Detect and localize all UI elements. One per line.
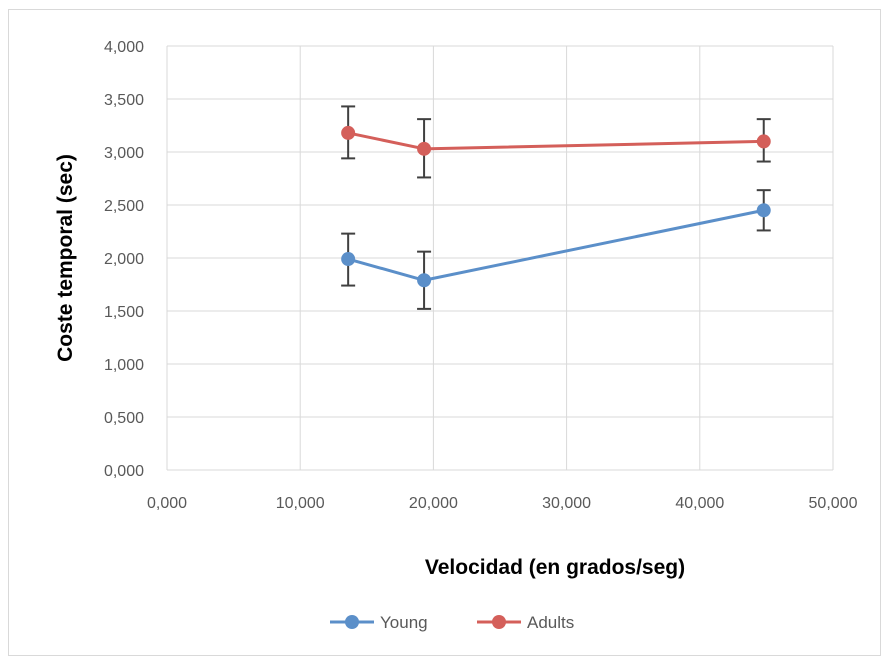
- error-bars: [341, 105, 771, 310]
- data-point-adults: [756, 134, 771, 149]
- series-line-adults: [347, 131, 764, 151]
- legend-label-adults: Adults: [527, 613, 574, 632]
- x-tick-label: 50,000: [809, 495, 858, 512]
- legend-item-young: Young: [330, 613, 428, 632]
- legend-marker-adults: [492, 615, 506, 629]
- y-tick-label: 2,500: [104, 198, 144, 215]
- series-points: [341, 125, 771, 288]
- data-point-young: [341, 252, 356, 267]
- legend-marker-young: [345, 615, 359, 629]
- series-line-young: [347, 208, 765, 282]
- data-point-adults: [341, 125, 356, 140]
- y-tick-label: 0,000: [104, 463, 144, 480]
- y-tick-label: 3,000: [104, 145, 144, 162]
- x-tick-label: 10,000: [276, 495, 325, 512]
- legend: Young Adults: [330, 613, 574, 632]
- x-tick-labels: 0,000 10,000 20,000 30,000 40,000 50,000: [147, 495, 858, 512]
- grid: [166, 45, 834, 471]
- data-point-adults: [417, 141, 432, 156]
- y-tick-label: 2,000: [104, 251, 144, 268]
- legend-item-adults: Adults: [477, 613, 574, 632]
- x-tick-label: 30,000: [542, 495, 591, 512]
- y-tick-label: 1,500: [104, 304, 144, 321]
- y-tick-labels: 0,000 0,500 1,000 1,500 2,000 2,500 3,000 3,500…: [104, 39, 144, 480]
- data-point-young: [756, 203, 771, 218]
- x-tick-label: 0,000: [147, 495, 187, 512]
- x-tick-label: 40,000: [675, 495, 724, 512]
- y-tick-label: 4,000: [104, 39, 144, 56]
- data-point-young: [417, 273, 432, 288]
- y-tick-label: 0,500: [104, 410, 144, 427]
- y-tick-label: 3,500: [104, 92, 144, 109]
- x-tick-label: 20,000: [409, 495, 458, 512]
- y-tick-label: 1,000: [104, 357, 144, 374]
- y-axis-title: Coste temporal (sec): [54, 154, 77, 362]
- chart-frame: [8, 9, 881, 656]
- legend-label-young: Young: [380, 613, 428, 632]
- x-axis-title: Velocidad (en grados/seg): [425, 556, 685, 579]
